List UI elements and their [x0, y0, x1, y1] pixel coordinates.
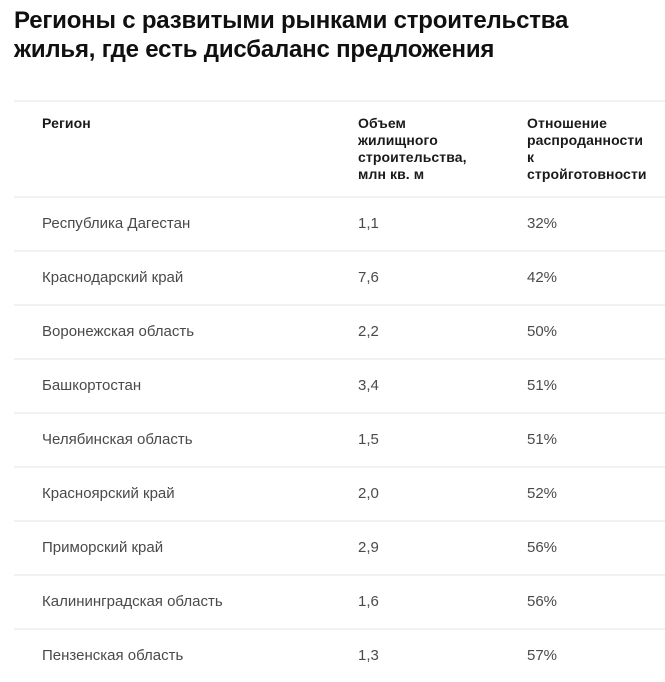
region-cell: Пензенская область [42, 647, 184, 664]
ratio-cell: 51% [527, 377, 558, 394]
region-cell: Краснодарский край [42, 269, 184, 286]
region-cell: Красноярский край [42, 485, 175, 502]
table-row: Калининградская область 1,6 56% [14, 574, 665, 628]
column-header-ratio: Отношение распроданности к стройготовнос… [527, 115, 647, 182]
volume-cell: 2,9 [358, 539, 379, 556]
volume-cell: 1,5 [358, 431, 379, 448]
table-row: Краснодарский край 7,6 42% [14, 250, 665, 304]
region-cell: Воронежская область [42, 323, 195, 340]
page-title: Регионы с развитыми рынками строительств… [14, 7, 569, 63]
table-header-row: Регион Объем жилищного строительства, мл… [14, 100, 665, 196]
volume-cell: 7,6 [358, 269, 379, 286]
volume-cell: 1,3 [358, 647, 379, 664]
table-row: Башкортостан 3,4 51% [14, 358, 665, 412]
volume-cell: 3,4 [358, 377, 379, 394]
table-row: Челябинская область 1,5 51% [14, 412, 665, 466]
ratio-cell: 57% [527, 647, 558, 664]
table-row: Воронежская область 2,2 50% [14, 304, 665, 358]
ratio-cell: 32% [527, 215, 558, 232]
ratio-cell: 42% [527, 269, 558, 286]
volume-cell: 1,6 [358, 593, 379, 610]
column-header-region: Регион [42, 115, 91, 131]
region-cell: Челябинская область [42, 431, 193, 448]
ratio-cell: 51% [527, 431, 558, 448]
table-row: Пензенская область 1,3 57% [14, 628, 665, 682]
ratio-cell: 50% [527, 323, 558, 340]
ratio-cell: 52% [527, 485, 558, 502]
table-row: Приморский край 2,9 56% [14, 520, 665, 574]
column-header-volume: Объем жилищного строительства, млн кв. м [358, 115, 467, 182]
region-cell: Калининградская область [42, 593, 223, 610]
table-row: Красноярский край 2,0 52% [14, 466, 665, 520]
ratio-cell: 56% [527, 593, 558, 610]
volume-cell: 2,2 [358, 323, 379, 340]
volume-cell: 2,0 [358, 485, 379, 502]
volume-cell: 1,1 [358, 215, 379, 232]
ratio-cell: 56% [527, 539, 558, 556]
regions-table: Регион Объем жилищного строительства, мл… [14, 100, 665, 682]
region-cell: Приморский край [42, 539, 164, 556]
table-row: Республика Дагестан 1,1 32% [14, 196, 665, 250]
region-cell: Республика Дагестан [42, 215, 191, 232]
region-cell: Башкортостан [42, 377, 142, 394]
